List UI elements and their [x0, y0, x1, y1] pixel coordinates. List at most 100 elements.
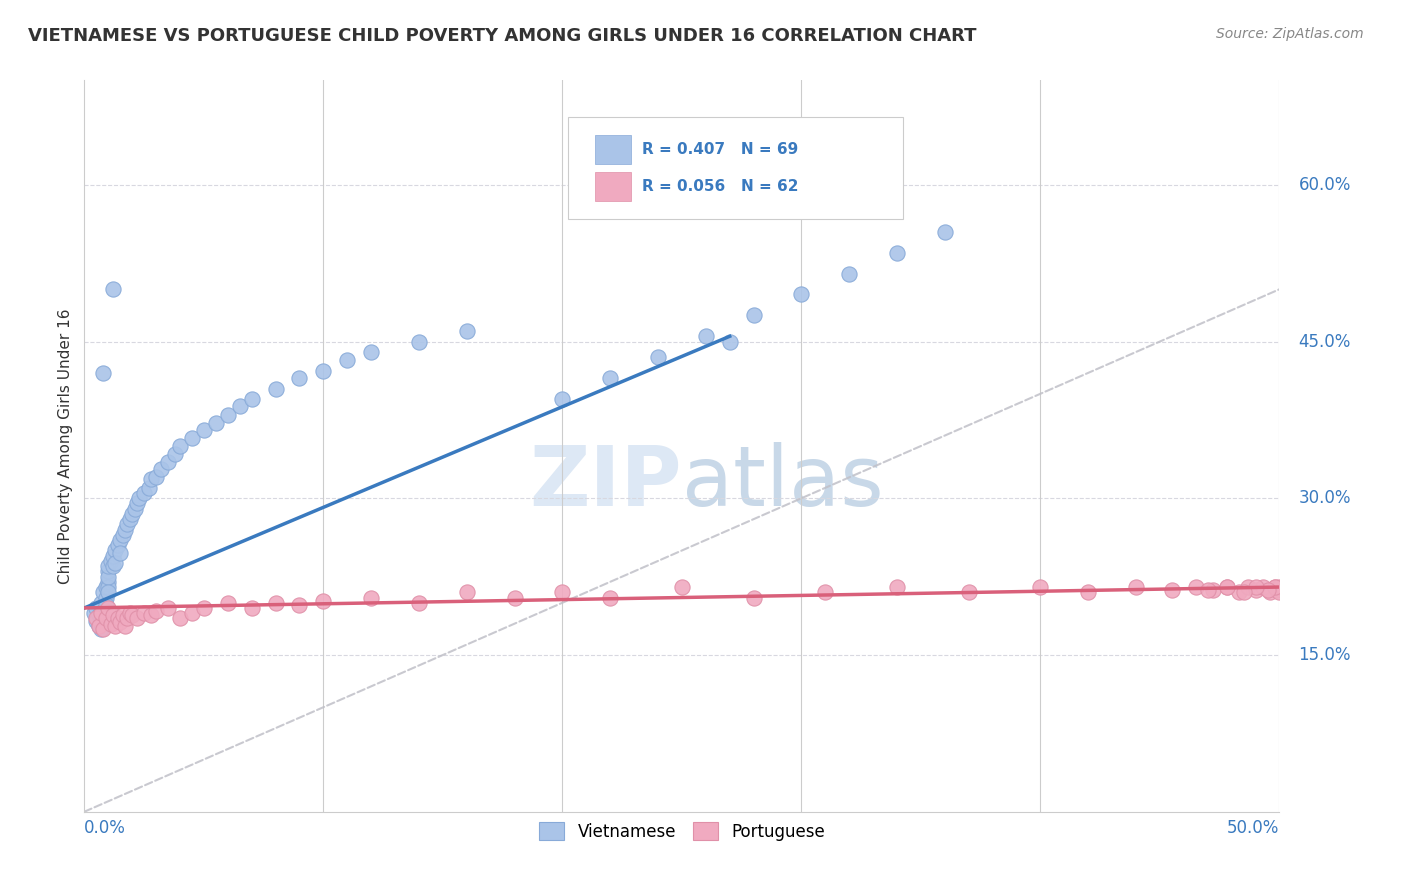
- Bar: [595, 171, 630, 201]
- Point: [264, 382, 287, 396]
- Point: [1257, 583, 1279, 598]
- Point: [145, 470, 167, 484]
- Point: [193, 601, 215, 615]
- Point: [100, 554, 122, 568]
- Point: [121, 608, 143, 623]
- Point: [141, 472, 163, 486]
- Text: ZIP: ZIP: [530, 442, 682, 523]
- Point: [838, 267, 860, 281]
- Point: [1251, 580, 1274, 594]
- Point: [97, 580, 120, 594]
- Point: [114, 523, 136, 537]
- Point: [124, 501, 146, 516]
- Point: [1216, 580, 1239, 594]
- Point: [1161, 583, 1184, 598]
- Point: [97, 559, 120, 574]
- Point: [1185, 580, 1208, 594]
- Point: [695, 329, 717, 343]
- Point: [205, 416, 228, 430]
- Point: [1216, 580, 1239, 594]
- Point: [718, 334, 741, 349]
- Point: [101, 549, 124, 563]
- Point: [107, 611, 129, 625]
- Point: [503, 591, 526, 605]
- Point: [181, 606, 204, 620]
- Point: [94, 580, 117, 594]
- Point: [121, 507, 143, 521]
- Point: [87, 618, 110, 632]
- Point: [114, 618, 136, 632]
- Point: [886, 580, 908, 594]
- Text: 60.0%: 60.0%: [1299, 176, 1351, 194]
- Point: [94, 608, 117, 623]
- Point: [1125, 580, 1147, 594]
- Point: [128, 491, 150, 506]
- Point: [551, 392, 574, 406]
- Point: [90, 606, 112, 620]
- Point: [157, 455, 180, 469]
- Point: [86, 614, 108, 628]
- Point: [360, 345, 382, 359]
- Point: [1244, 580, 1267, 594]
- Point: [101, 282, 124, 296]
- Point: [647, 350, 669, 364]
- Point: [814, 585, 837, 599]
- Point: [1029, 580, 1052, 594]
- Text: Source: ZipAtlas.com: Source: ZipAtlas.com: [1216, 27, 1364, 41]
- Point: [742, 591, 765, 605]
- Point: [312, 364, 335, 378]
- Text: R = 0.056   N = 62: R = 0.056 N = 62: [643, 178, 799, 194]
- Point: [1268, 585, 1291, 599]
- Point: [97, 585, 120, 599]
- Point: [1264, 580, 1286, 594]
- Point: [94, 591, 117, 605]
- Point: [1244, 583, 1267, 598]
- Point: [87, 618, 110, 632]
- Point: [169, 611, 191, 625]
- Point: [193, 423, 215, 437]
- Point: [742, 309, 765, 323]
- Text: atlas: atlas: [682, 442, 883, 523]
- Legend: Vietnamese, Portuguese: Vietnamese, Portuguese: [533, 816, 831, 847]
- Point: [100, 616, 122, 631]
- Text: VIETNAMESE VS PORTUGUESE CHILD POVERTY AMONG GIRLS UNDER 16 CORRELATION CHART: VIETNAMESE VS PORTUGUESE CHILD POVERTY A…: [28, 27, 977, 45]
- Point: [288, 371, 311, 385]
- Point: [90, 611, 112, 625]
- Point: [125, 611, 148, 625]
- Point: [94, 611, 117, 625]
- Point: [336, 353, 359, 368]
- Point: [408, 596, 430, 610]
- Point: [1197, 583, 1219, 598]
- Point: [264, 596, 287, 610]
- Point: [86, 601, 108, 615]
- Point: [157, 601, 180, 615]
- Point: [97, 569, 120, 583]
- Point: [145, 604, 167, 618]
- Point: [93, 622, 115, 636]
- Point: [229, 399, 252, 413]
- Point: [288, 598, 311, 612]
- Point: [240, 601, 263, 615]
- Point: [217, 596, 239, 610]
- Point: [97, 565, 120, 579]
- Point: [93, 585, 115, 599]
- Point: [132, 606, 156, 620]
- Point: [165, 447, 187, 461]
- Point: [1201, 583, 1223, 598]
- Point: [312, 593, 335, 607]
- Text: 0.0%: 0.0%: [84, 819, 127, 837]
- Point: [181, 431, 204, 445]
- Point: [117, 517, 139, 532]
- Point: [1268, 580, 1291, 594]
- Point: [93, 604, 115, 618]
- Text: 50.0%: 50.0%: [1227, 819, 1279, 837]
- Point: [141, 608, 163, 623]
- Text: 15.0%: 15.0%: [1299, 646, 1351, 664]
- Point: [599, 591, 621, 605]
- Point: [125, 496, 148, 510]
- Text: 30.0%: 30.0%: [1299, 489, 1351, 508]
- Point: [1264, 580, 1286, 594]
- Point: [97, 574, 120, 589]
- Point: [957, 585, 980, 599]
- Point: [138, 481, 160, 495]
